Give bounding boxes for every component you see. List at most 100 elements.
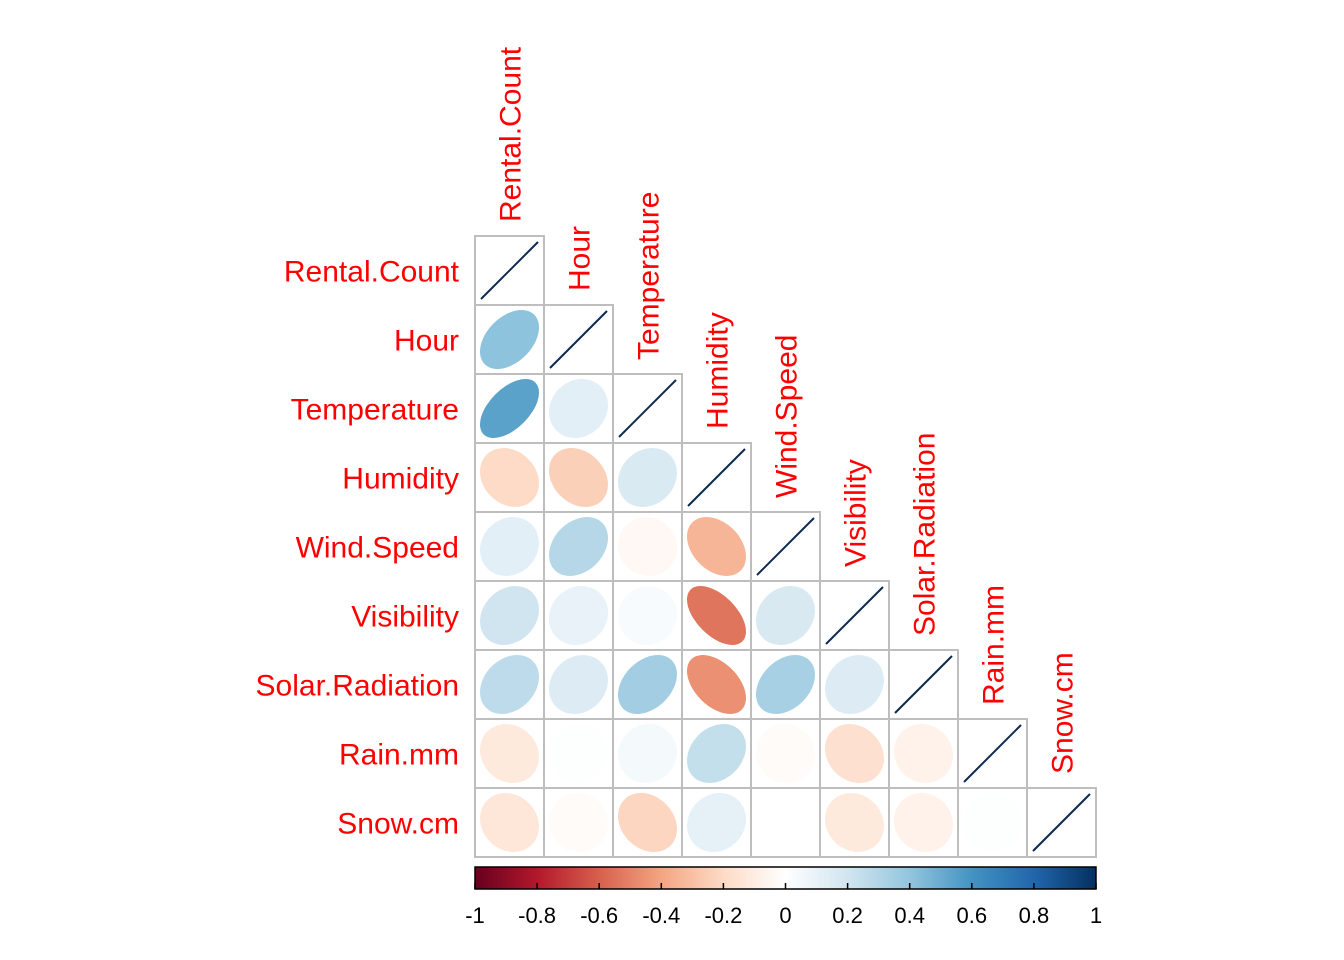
- correlation-ellipse: [686, 793, 746, 853]
- correlation-ellipse: [617, 654, 677, 714]
- row-label-solar-radiation: Solar.Radiation: [256, 670, 459, 703]
- correlation-ellipse: [479, 309, 539, 369]
- cell-solar-radiation-hour: [543, 649, 614, 720]
- cell-visibility-rental-count: [474, 580, 545, 651]
- correlation-ellipse: [755, 585, 815, 645]
- cell-rain-mm-visibility: [819, 718, 890, 789]
- row-label-snow-cm: Snow.cm: [337, 808, 459, 841]
- cell-rain-mm-rain-mm: [957, 718, 1028, 789]
- cell-snow-cm-visibility: [819, 787, 890, 858]
- cell-snow-cm-solar-radiation: [888, 787, 959, 858]
- cell-solar-radiation-rental-count: [474, 649, 545, 720]
- correlation-ellipse: [548, 724, 608, 784]
- correlation-ellipse: [479, 517, 539, 577]
- cell-rain-mm-solar-radiation: [888, 718, 959, 789]
- correlation-ellipse: [687, 516, 747, 576]
- cell-temperature-rental-count: [474, 373, 545, 444]
- cell-humidity-hour: [543, 442, 614, 513]
- cell-humidity-rental-count: [474, 442, 545, 513]
- cell-humidity-humidity: [681, 442, 752, 513]
- correlation-ellipse: [825, 793, 885, 853]
- correlation-ellipse: [480, 793, 540, 853]
- column-label-hour: Hour: [564, 226, 597, 291]
- cell-solar-radiation-humidity: [681, 649, 752, 720]
- column-label-temperature: Temperature: [633, 192, 666, 360]
- row-label-visibility: Visibility: [351, 601, 459, 634]
- diagonal-line: [480, 241, 539, 300]
- cell-rain-mm-rental-count: [474, 718, 545, 789]
- cell-visibility-humidity: [681, 580, 752, 651]
- diagonal-line: [963, 724, 1022, 783]
- correlation-ellipse: [548, 655, 608, 715]
- colorbar-tick-label: 1: [1090, 903, 1102, 928]
- correlation-ellipse: [479, 585, 539, 645]
- correlation-ellipse: [549, 793, 609, 853]
- cell-wind-speed-humidity: [681, 511, 752, 582]
- diagonal-line: [687, 448, 746, 507]
- cell-wind-speed-temperature: [612, 511, 683, 582]
- column-label-rain-mm: Rain.mm: [978, 585, 1011, 705]
- cell-snow-cm-snow-cm: [1026, 787, 1097, 858]
- cell-snow-cm-humidity: [681, 787, 752, 858]
- column-labels: Rental.Count Hour Temperature Humidity Wind.…: [495, 46, 1080, 774]
- cell-wind-speed-hour: [543, 511, 614, 582]
- correlation-ellipse: [686, 723, 746, 783]
- cell-visibility-hour: [543, 580, 614, 651]
- diagonal-line: [894, 655, 953, 714]
- cell-temperature-temperature: [612, 373, 683, 444]
- row-label-temperature: Temperature: [291, 394, 459, 427]
- correlation-ellipse: [962, 793, 1022, 853]
- row-label-wind-speed: Wind.Speed: [296, 532, 459, 565]
- row-labels: Rental.Count Hour Temperature Humidity Wind.…: [256, 256, 460, 841]
- column-label-solar-radiation: Solar.Radiation: [909, 433, 942, 636]
- correlation-ellipse: [687, 586, 747, 646]
- correlation-ellipse: [617, 724, 677, 784]
- colorbar-tick-label: -0.6: [580, 903, 618, 928]
- cell-solar-radiation-solar-radiation: [888, 649, 959, 720]
- cell-solar-radiation-temperature: [612, 649, 683, 720]
- cell-temperature-hour: [543, 373, 614, 444]
- colorbar-tick-label: -0.8: [518, 903, 556, 928]
- row-label-rain-mm: Rain.mm: [339, 739, 459, 772]
- correlation-ellipse: [549, 517, 609, 577]
- correlation-ellipse: [618, 447, 678, 507]
- correlation-ellipse: [618, 792, 678, 852]
- correlation-ellipse: [756, 793, 815, 852]
- correlation-cells: [474, 235, 1097, 858]
- colorbar-tick-label: 0.8: [1019, 903, 1050, 928]
- diagonal-line: [618, 379, 677, 438]
- correlation-ellipse: [894, 793, 954, 853]
- correlation-ellipse: [480, 655, 540, 715]
- correlation-ellipse: [479, 723, 539, 783]
- cell-rain-mm-hour: [543, 718, 614, 789]
- colorbar-tick-label: 0.6: [957, 903, 988, 928]
- column-label-rental-count: Rental.Count: [495, 46, 528, 222]
- correlation-ellipse: [825, 723, 885, 783]
- row-label-humidity: Humidity: [342, 463, 459, 496]
- colorbar-tick-label: 0.4: [894, 903, 925, 928]
- colorbar-tick-label: -0.2: [704, 903, 742, 928]
- cell-wind-speed-rental-count: [474, 511, 545, 582]
- cell-snow-cm-temperature: [612, 787, 683, 858]
- cell-humidity-temperature: [612, 442, 683, 513]
- colorbar-tick-label: -0.4: [642, 903, 680, 928]
- cell-visibility-visibility: [819, 580, 890, 651]
- cell-solar-radiation-visibility: [819, 649, 890, 720]
- colorbar-tick-label: 0: [779, 903, 791, 928]
- cell-rain-mm-temperature: [612, 718, 683, 789]
- cell-rain-mm-humidity: [681, 718, 752, 789]
- cell-rain-mm-wind-speed: [750, 718, 821, 789]
- correlation-ellipse: [894, 724, 954, 784]
- correlation-ellipse: [824, 655, 884, 715]
- cell-hour-hour: [543, 304, 614, 375]
- colorbar-tick-label: 0.2: [832, 903, 863, 928]
- column-label-snow-cm: Snow.cm: [1047, 652, 1080, 774]
- diagonal-line: [756, 517, 815, 576]
- cell-visibility-temperature: [612, 580, 683, 651]
- correlation-ellipse: [480, 378, 540, 438]
- cell-hour-rental-count: [474, 304, 545, 375]
- correlation-ellipse: [548, 586, 608, 646]
- correlation-ellipse: [687, 655, 747, 715]
- correlation-ellipse: [618, 516, 677, 576]
